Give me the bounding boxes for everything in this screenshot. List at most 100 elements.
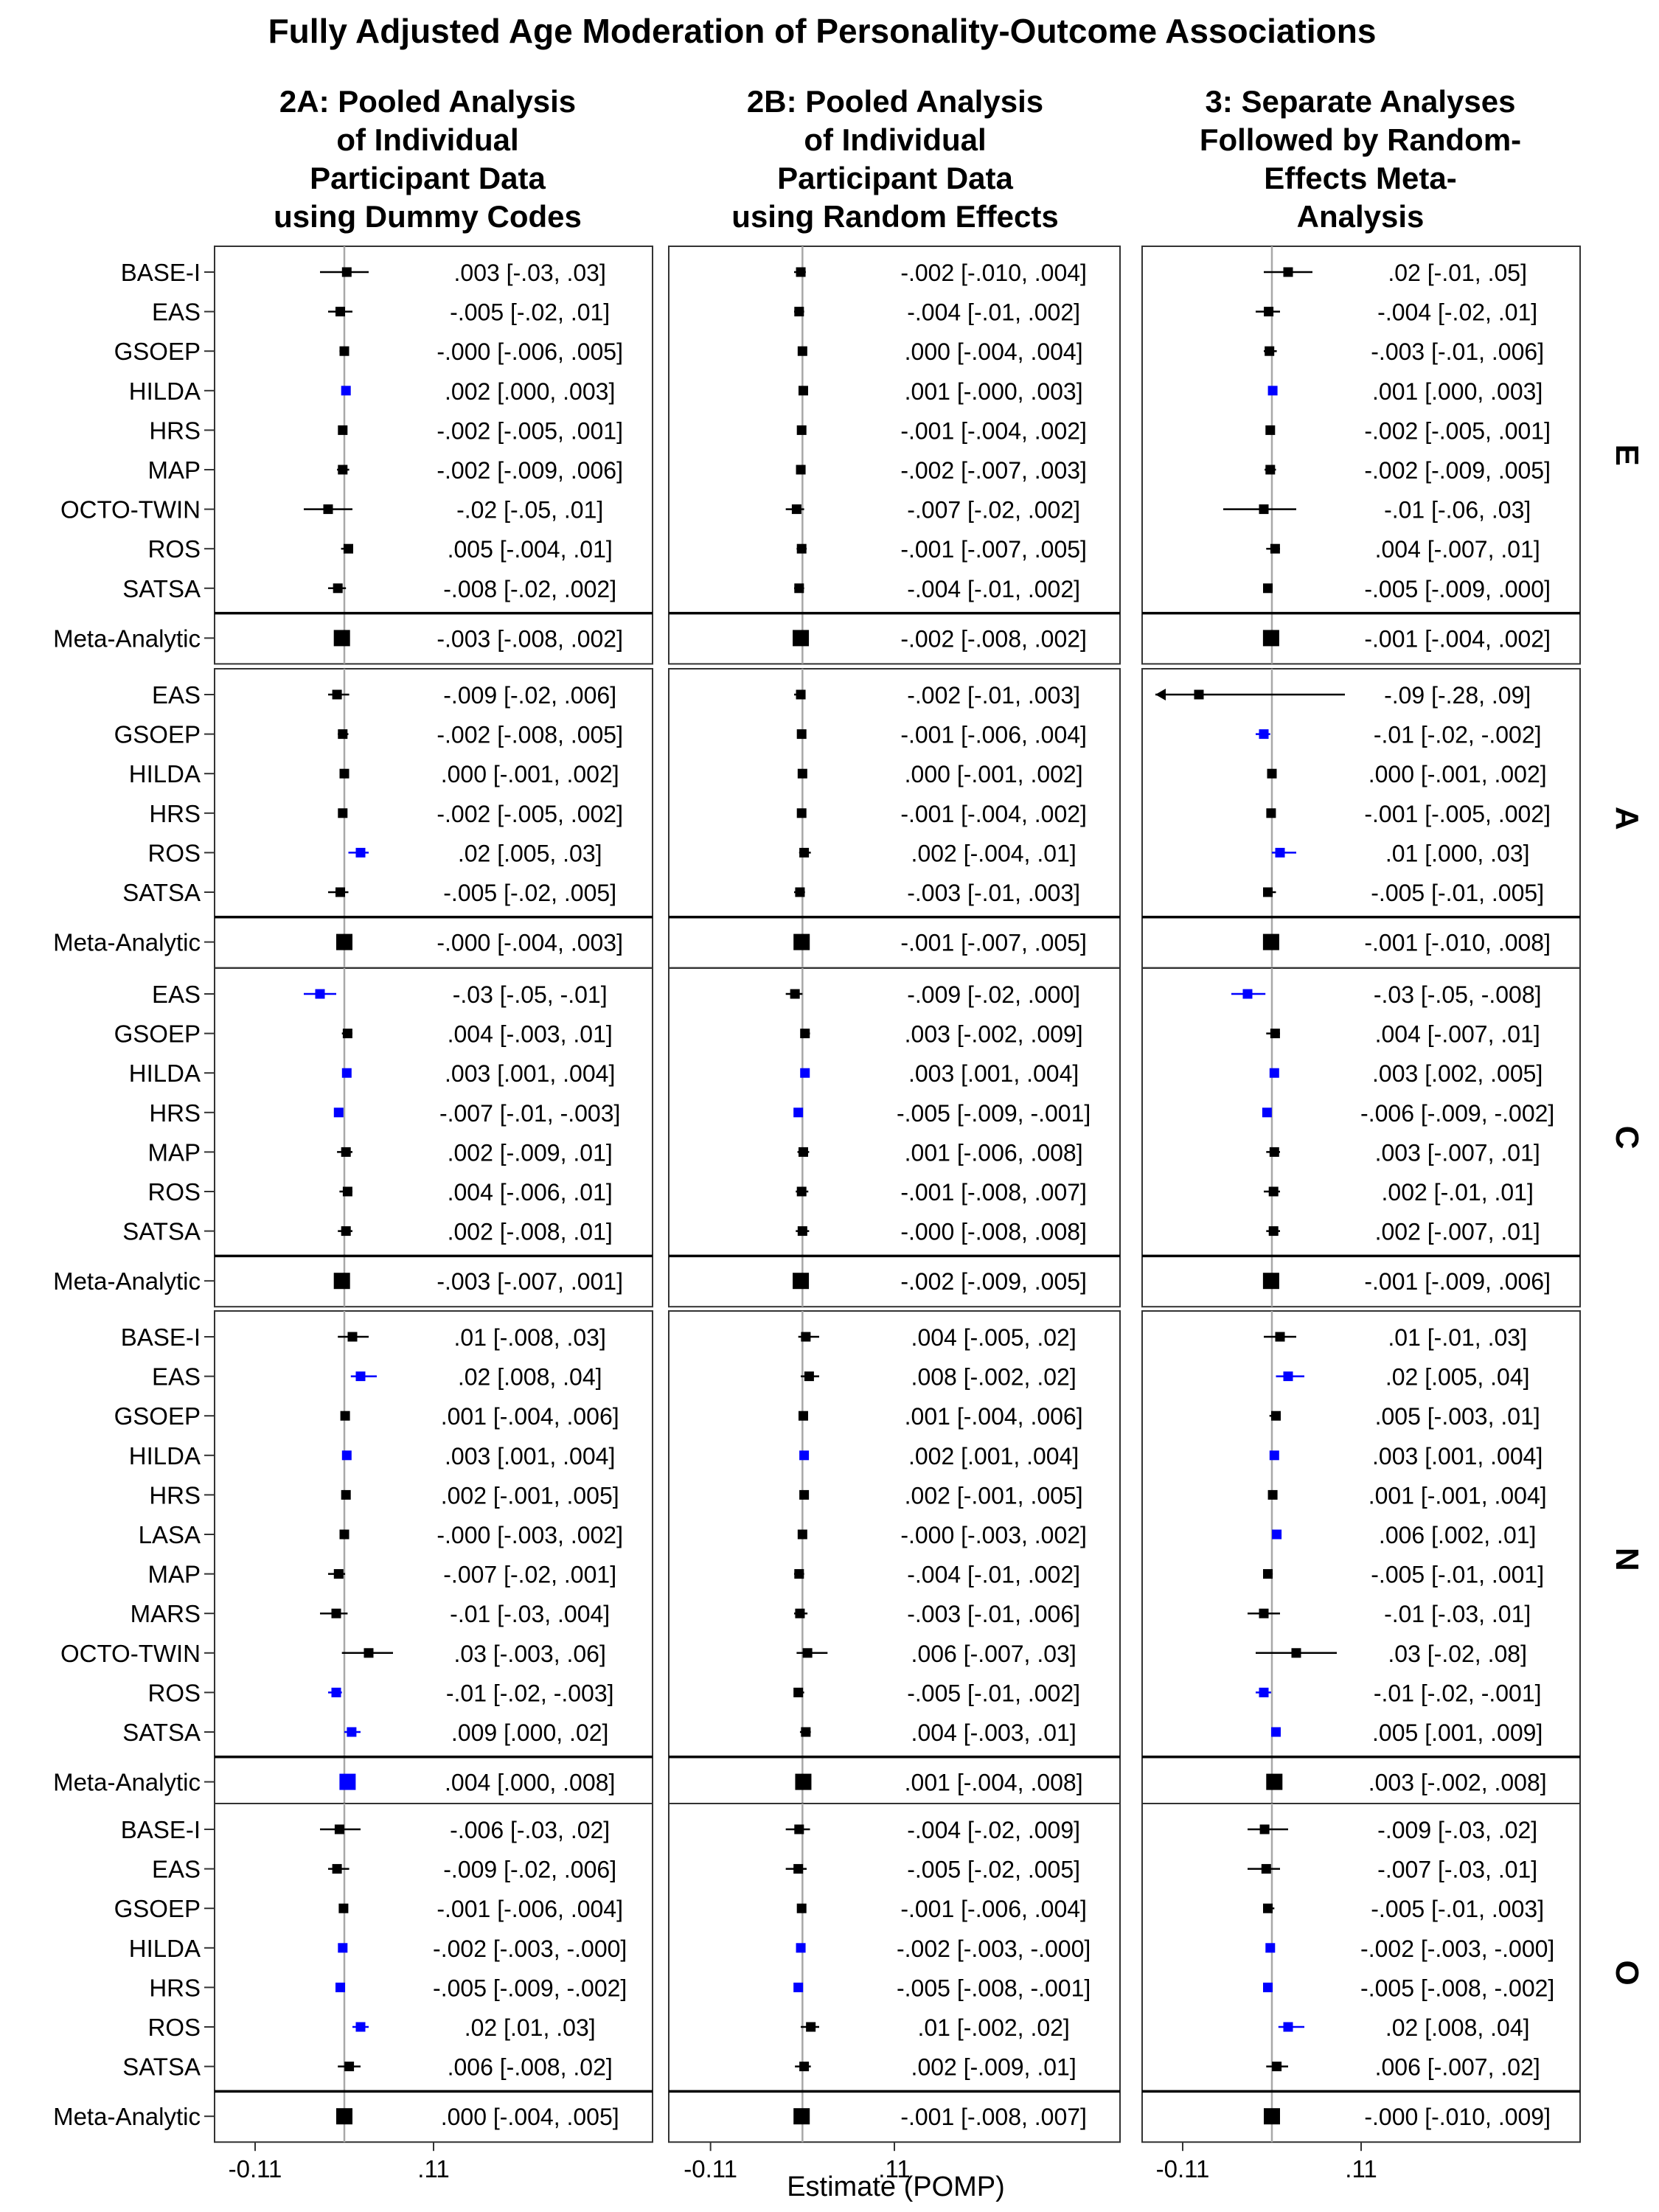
point-estimate <box>1263 1569 1273 1579</box>
estimate-label: .02 [.008, .04] <box>458 1364 602 1391</box>
estimate-label: -.005 [-.01, .005] <box>1371 880 1544 906</box>
estimate-label: .008 [-.002, .02] <box>911 1364 1077 1391</box>
point-estimate <box>1269 1147 1279 1157</box>
panel-border <box>668 1803 1121 2143</box>
estimate-label: .02 [.005, .03] <box>458 840 602 866</box>
point-estimate <box>342 1186 352 1197</box>
estimate-label: .01 [-.002, .02] <box>917 2014 1069 2041</box>
point-estimate <box>338 465 348 475</box>
estimate-label: -.004 [-.01, .002] <box>907 299 1080 326</box>
point-estimate <box>1269 1450 1279 1461</box>
point-estimate <box>1283 1371 1293 1382</box>
study-label: MAP <box>147 456 201 484</box>
estimate-label: -.009 [-.02, .006] <box>443 1857 616 1883</box>
study-label: HRS <box>149 800 201 827</box>
study-label: HRS <box>149 1974 201 2001</box>
meta-point <box>1266 1773 1283 1790</box>
point-estimate <box>364 1648 374 1658</box>
meta-point <box>336 2108 352 2125</box>
study-label: BASE-I <box>121 1324 201 1351</box>
estimate-label: .004 [-.007, .01] <box>1375 1021 1540 1048</box>
point-estimate <box>796 1943 806 1953</box>
meta-point <box>1264 2108 1280 2125</box>
point-estimate <box>1275 1332 1285 1342</box>
x-tick-label: .11 <box>878 2155 910 2183</box>
point-estimate <box>794 583 804 594</box>
estimate-label: .003 [.001, .004] <box>1372 1443 1543 1470</box>
meta-point <box>793 2108 810 2125</box>
facet-label-A: A <box>1609 807 1645 830</box>
point-estimate <box>347 1727 357 1737</box>
estimate-label: -.006 [-.009, -.002] <box>1360 1100 1554 1127</box>
estimate-label: -.005 [-.01, .001] <box>1371 1562 1544 1588</box>
point-estimate <box>797 346 807 356</box>
point-estimate <box>1264 307 1274 317</box>
point-estimate <box>1267 768 1277 779</box>
point-estimate <box>796 465 806 475</box>
facet-label-E: E <box>1609 445 1645 466</box>
panel-A-2: -.002 [-.01, .003] -.001 [-.006, .004] .00… <box>668 668 1121 969</box>
estimate-label: -.01 [-.02, -.001] <box>1374 1680 1542 1706</box>
point-estimate <box>1267 1489 1278 1500</box>
study-label: Meta-Analytic <box>53 1769 201 1796</box>
study-label: OCTO-TWIN <box>60 1640 201 1667</box>
estimate-label: -.001 [-.006, .004] <box>900 1896 1087 1922</box>
estimate-label: -.004 [-.01, .002] <box>907 1562 1080 1588</box>
estimate-label: -.001 [-.006, .004] <box>900 722 1087 748</box>
estimate-label: .004 [-.003, .01] <box>448 1021 613 1048</box>
point-estimate <box>800 1068 810 1078</box>
study-label: HRS <box>149 1099 201 1127</box>
point-estimate <box>341 267 352 277</box>
column-title-line: Participant Data <box>310 161 546 195</box>
point-estimate <box>1263 583 1273 594</box>
estimate-label: -.003 [-.008, .002] <box>437 625 623 652</box>
estimate-label: -.003 [-.01, .006] <box>1371 338 1544 365</box>
estimate-label: -.01 [-.03, .01] <box>1384 1601 1531 1627</box>
estimate-label: -.006 [-.03, .02] <box>450 1817 610 1843</box>
point-estimate <box>1268 1186 1279 1197</box>
study-label: GSOEP <box>114 1402 201 1430</box>
column-title-line: 2A: Pooled Analysis <box>279 84 576 119</box>
point-estimate <box>800 1029 810 1039</box>
estimate-label: .001 [-.004, .006] <box>441 1403 619 1430</box>
estimate-label: -.002 [-.005, .001] <box>437 417 623 444</box>
point-estimate <box>798 1411 808 1421</box>
estimate-label: -.001 [-.006, .004] <box>437 1896 623 1922</box>
estimate-label: -.009 [-.02, .006] <box>443 682 616 709</box>
panel-O-1: -.006 [-.03, .02] -.009 [-.02, .006] -.001… <box>214 1803 653 2143</box>
point-estimate <box>1267 386 1278 396</box>
x-axes: -0.11 .11 -0.11 .11 -0.11 .11 <box>229 2142 1377 2183</box>
point-estimate <box>793 1107 804 1118</box>
study-label: BASE-I <box>121 259 201 286</box>
point-estimate <box>341 1450 352 1461</box>
point-estimate <box>340 1411 350 1421</box>
point-estimate <box>793 1982 804 1992</box>
point-estimate <box>799 2062 810 2072</box>
panel-border <box>668 967 1121 1308</box>
study-label: LASA <box>139 1521 201 1548</box>
point-estimate <box>1291 1648 1301 1658</box>
estimate-label: -.005 [-.009, .000] <box>1364 576 1551 602</box>
estimate-label: .001 [-.004, .008] <box>905 1770 1083 1796</box>
point-estimate <box>339 1529 349 1540</box>
study-label: SATSA <box>122 575 201 602</box>
point-estimate <box>1265 346 1275 356</box>
point-estimate <box>1270 543 1280 554</box>
facet-panels: BASE-I EAS GSOEP HILDA HRS MAP OCTO-TWIN ROS SAT… <box>53 246 1581 2143</box>
estimate-label: -.005 [-.008, -.001] <box>897 1975 1091 2001</box>
meta-point <box>1262 1273 1279 1290</box>
study-label: ROS <box>147 2014 201 2041</box>
point-estimate <box>797 1226 807 1237</box>
study-label: OCTO-TWIN <box>60 496 201 524</box>
point-estimate <box>333 583 343 594</box>
estimate-label: .002 [-.001, .005] <box>441 1482 619 1509</box>
estimate-label: .01 [.000, .03] <box>1385 840 1530 866</box>
estimate-label: -.01 [-.06, .03] <box>1384 497 1531 524</box>
estimate-label: .004 [-.007, .01] <box>1375 536 1540 563</box>
point-estimate <box>799 847 810 858</box>
meta-point <box>333 630 350 647</box>
panel-border <box>668 1310 1121 1809</box>
estimate-label: .003 [-.002, .008] <box>1368 1770 1547 1796</box>
